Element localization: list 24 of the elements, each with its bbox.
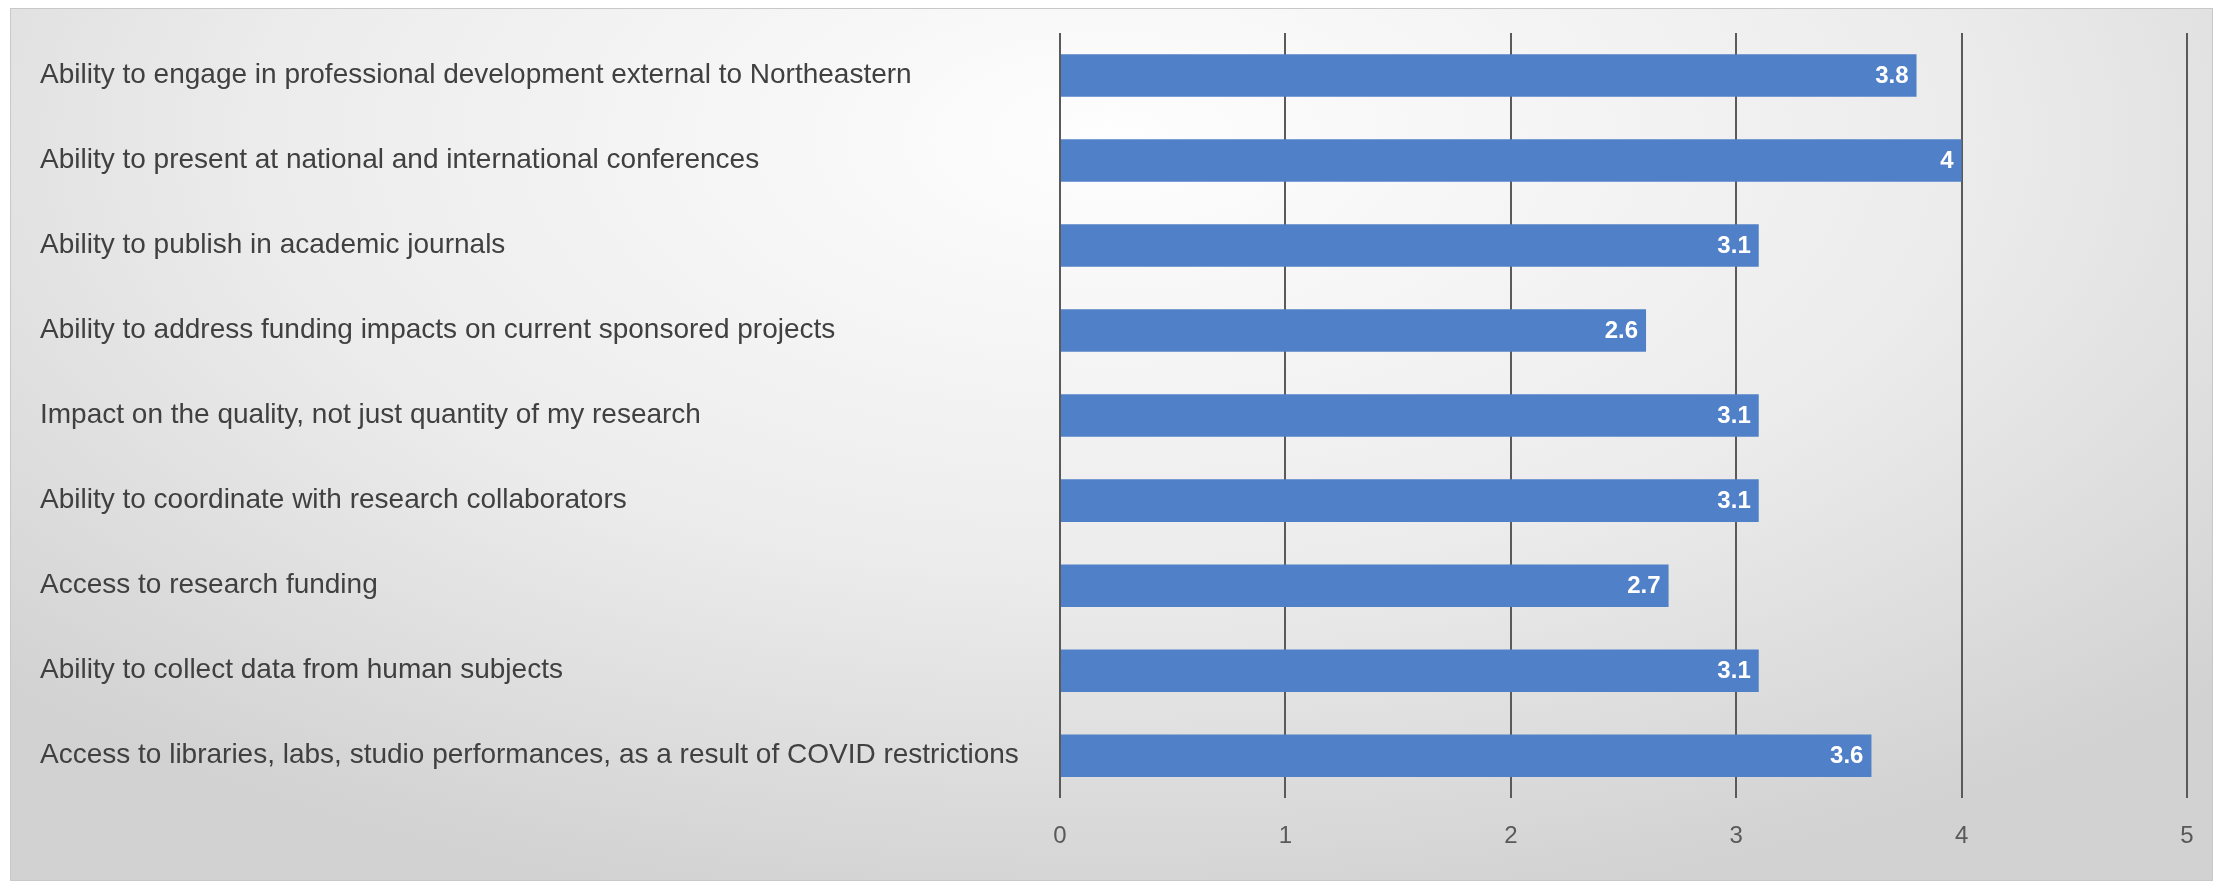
y-tick-label: Ability to address funding impacts on current sponsored projects — [40, 313, 836, 345]
x-tick-label: 1 — [1278, 821, 1293, 849]
x-tick-label: 5 — [2180, 821, 2194, 849]
data-label: 2.6 — [1604, 316, 1639, 344]
y-tick-label: Impact on the quality, not just quantity of my research — [40, 398, 701, 430]
y-tick-label: Ability to engage in professional development external to Northeastern — [40, 58, 912, 90]
data-label: 3.1 — [1717, 231, 1751, 259]
y-tick-label: Ability to publish in academic journals — [40, 228, 506, 260]
data-label: 3.8 — [1875, 61, 1909, 89]
x-tick-label: 0 — [1053, 821, 1067, 849]
y-tick-label: Access to research funding — [40, 568, 378, 600]
y-tick-label: Ability to coordinate with research collaborators — [40, 483, 627, 515]
data-label: 3.1 — [1717, 656, 1751, 684]
y-tick-label: Access to libraries, labs, studio performances, as a result of COVID restrictions — [40, 738, 1019, 770]
data-label: 4 — [1940, 146, 1955, 174]
data-label: 2.7 — [1627, 571, 1661, 599]
x-tick-label: 3 — [1729, 821, 1743, 849]
x-tick-label: 2 — [1504, 821, 1518, 849]
x-tick-label: 4 — [1954, 821, 1969, 849]
data-label: 3.1 — [1717, 486, 1751, 514]
data-label: 3.1 — [1717, 401, 1751, 429]
y-tick-label: Ability to present at national and international conferences — [40, 143, 760, 175]
y-tick-label: Ability to collect data from human subjects — [40, 653, 563, 685]
data-label: 3.6 — [1830, 741, 1864, 769]
